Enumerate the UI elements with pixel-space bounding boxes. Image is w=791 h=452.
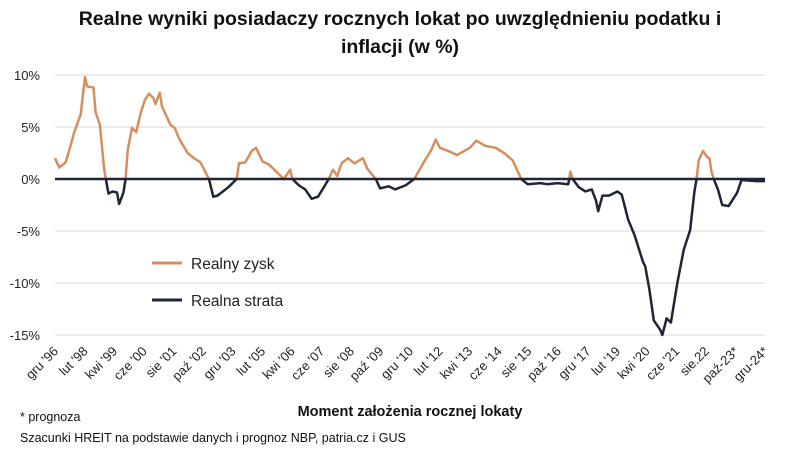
series-line-realna-strata [520,178,571,186]
series-line-realna-strata [207,178,238,198]
series-lines [53,75,765,337]
series-line-realny-zysk [567,170,574,180]
x-tick-label: paź '16 [524,344,564,384]
series-line-realna-strata [712,178,765,208]
x-tick-label: gru '17 [555,344,593,382]
legend-label-realny-zysk: Realny zysk [191,256,275,273]
x-tick-label: cze '21 [643,344,682,383]
x-tick-label: cze '00 [110,344,149,383]
x-tick-label: gru '96 [23,344,61,382]
x-tick-label: paź '09 [347,344,387,384]
x-axis-title: Moment założenia rocznej lokaty [298,404,523,420]
series-line-realny-zysk [327,156,377,180]
x-tick-label: paź '02 [169,344,209,384]
x-tick-label: cze '14 [465,344,504,383]
x-tick-label: gru '03 [200,344,238,382]
series-line-realna-strata [374,177,416,191]
series-line-realna-strata [104,178,127,206]
x-tick-label: cze '07 [288,344,327,383]
y-tick-label: -5% [17,224,41,239]
series-line-realny-zysk [53,75,108,180]
legend: Realny zysk Realna strata [152,256,284,310]
y-axis-ticks: 10% 5% 0% -5% -10% -15% [10,68,41,343]
series-line-realny-zysk [235,146,294,181]
y-tick-label: 10% [14,68,40,83]
y-tick-label: -15% [10,328,41,343]
series-line-realny-zysk [695,149,715,180]
series-line-realny-zysk [413,138,523,180]
x-tick-label: gru '10 [378,344,416,382]
legend-label-realna-strata: Realna strata [191,293,284,310]
series-line-realny-zysk [124,91,211,180]
series-line-realna-strata [291,178,330,201]
gridlines [55,74,765,336]
y-tick-label: 5% [21,120,40,135]
footnote-source: Szacunki HREIT na podstawie danych i pro… [20,431,406,445]
y-tick-label: -10% [10,276,41,291]
y-tick-label: 0% [21,172,40,187]
footnote-forecast: * prognoza [20,410,81,424]
chart-title-line-1: Realne wyniki posiadaczy rocznych lokat … [79,8,722,30]
series-line-realna-strata [571,178,698,337]
chart-title-line-2: inflacji (w %) [341,36,459,58]
